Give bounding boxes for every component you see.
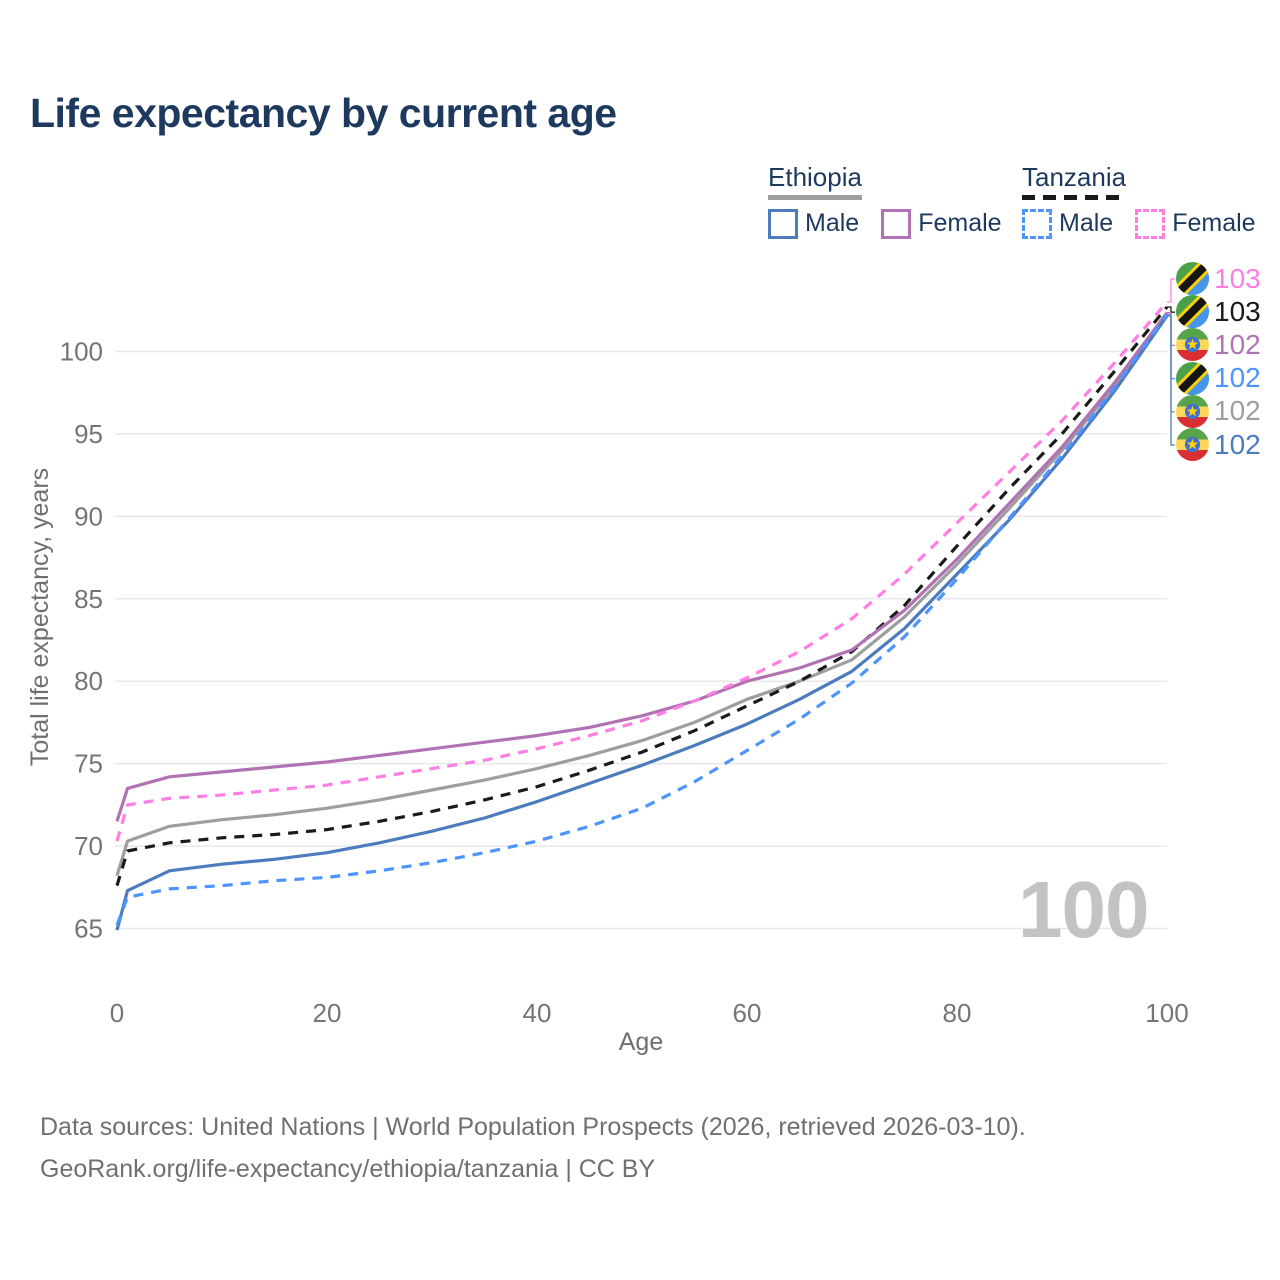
y-tick-85: 85 (74, 584, 103, 614)
legend-country-ethiopia[interactable]: Ethiopia (768, 162, 862, 192)
x-tick-0: 0 (110, 998, 124, 1028)
end-label-ethiopia-overall: 102 (1176, 394, 1261, 428)
y-tick-65: 65 (74, 914, 103, 944)
tanzania-flag (1176, 295, 1209, 329)
legend-group-tanzania: Tanzania Male Female (1022, 163, 1256, 239)
x-tick-40: 40 (523, 998, 552, 1028)
legend-group-ethiopia: Ethiopia Male Female (768, 163, 1002, 239)
end-label-tanzania-male: 102 (1176, 361, 1261, 395)
line-ethiopia-overall[interactable] (115, 314, 1169, 877)
x-tick-100: 100 (1145, 998, 1188, 1028)
ethiopia-flag (1176, 328, 1209, 362)
line-ethiopia-female[interactable] (115, 311, 1169, 822)
y-tick-70: 70 (74, 831, 103, 861)
end-label-tanzania-overall: 103 (1176, 295, 1261, 329)
tanzania-flag-icon (1176, 262, 1209, 296)
legend-label-ethiopia-female: Female (918, 209, 1002, 238)
leader-tanzania-female (1167, 278, 1175, 303)
end-value-tanzania-overall: 103 (1214, 295, 1261, 327)
line-tanzania-overall[interactable] (115, 305, 1169, 887)
data-sources-text: Data sources: United Nations | World Pop… (40, 1113, 1026, 1141)
line-tanzania-female[interactable] (115, 300, 1169, 842)
end-value-ethiopia-overall: 102 (1214, 395, 1261, 427)
ethiopia-flag-icon (1176, 328, 1209, 362)
legend-swatch-ethiopia-male (768, 208, 798, 239)
end-label-ethiopia-female: 102 (1176, 328, 1261, 362)
leader-ethiopia-male (1167, 315, 1175, 446)
legend-swatch-tanzania-female (1135, 208, 1166, 239)
end-value-tanzania-female: 103 (1214, 262, 1261, 294)
ethiopia-flag (1176, 428, 1209, 462)
legend-item-tanzania-male[interactable]: Male (1022, 208, 1114, 239)
legend-item-ethiopia-male[interactable]: Male (768, 208, 860, 239)
legend-swatch-tanzania-male (1022, 208, 1052, 239)
end-value-ethiopia-female: 102 (1214, 328, 1261, 360)
tanzania-flag (1176, 262, 1209, 296)
tanzania-flag-icon (1176, 295, 1209, 329)
legend-country-tanzania[interactable]: Tanzania (1022, 162, 1127, 192)
page-title: Life expectancy by current age (30, 90, 617, 136)
y-tick-90: 90 (74, 501, 103, 531)
y-axis-title: Total life expectancy, years (26, 468, 54, 766)
watermark-age-100: 100 (1018, 865, 1149, 954)
ethiopia-flag (1176, 394, 1209, 428)
end-value-ethiopia-male: 102 (1214, 428, 1261, 460)
legend-item-ethiopia-female[interactable]: Female (881, 208, 1002, 239)
x-tick-80: 80 (943, 998, 972, 1028)
legend-label-tanzania-female: Female (1172, 209, 1256, 238)
x-tick-60: 60 (733, 998, 762, 1028)
legend-item-tanzania-female[interactable]: Female (1135, 208, 1256, 239)
line-ethiopia-male[interactable] (115, 315, 1169, 931)
end-value-tanzania-male: 102 (1214, 362, 1261, 394)
legend-underline-tanzania-dashed (1022, 194, 1124, 200)
end-label-ethiopia-male: 102 (1176, 428, 1261, 462)
tanzania-flag-icon (1176, 361, 1209, 395)
end-label-tanzania-female: 103 (1176, 262, 1261, 296)
tanzania-flag (1176, 361, 1209, 395)
line-tanzania-male[interactable] (115, 313, 1169, 926)
legend-label-tanzania-male: Male (1059, 209, 1114, 238)
legend-swatch-ethiopia-female (881, 208, 912, 239)
ethiopia-flag-icon (1176, 394, 1209, 428)
end-value-labels: 103 103 102 102 102 102 (1176, 262, 1261, 462)
x-axis-title: Age (619, 1028, 663, 1056)
y-tick-100: 100 (60, 336, 103, 366)
x-tick-20: 20 (313, 998, 342, 1028)
legend-label-ethiopia-male: Male (805, 209, 860, 238)
y-tick-95: 95 (74, 419, 103, 449)
chart-footer: Data sources: United Nations | World Pop… (40, 1106, 1026, 1190)
y-tick-80: 80 (74, 666, 103, 696)
attribution-link-text[interactable]: GeoRank.org/life-expectancy/ethiopia/tan… (40, 1155, 656, 1183)
ethiopia-flag-icon (1176, 428, 1209, 462)
leader-tanzania-overall (1167, 306, 1175, 313)
y-tick-75: 75 (74, 749, 103, 779)
legend-underline-ethiopia-solid (768, 194, 862, 200)
